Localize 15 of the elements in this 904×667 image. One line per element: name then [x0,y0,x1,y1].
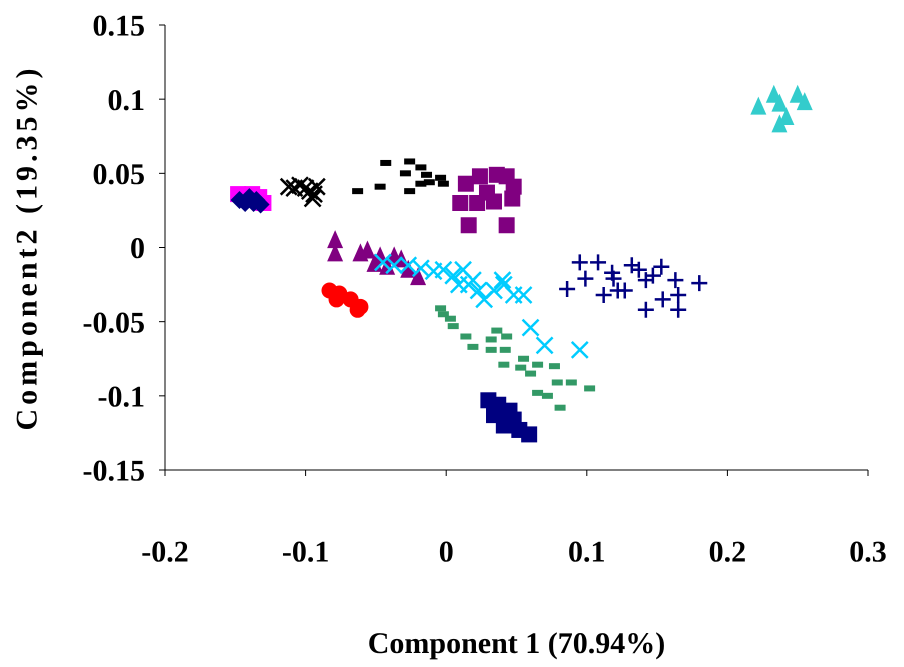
x-tick-label: 0.1 [568,535,606,568]
x-tick-label: 0.2 [708,535,746,568]
y-axis-title: Component2 (19.35%) [10,64,44,430]
x-tick-label: 0 [438,535,454,568]
y-tick-label: -0.05 [82,306,145,340]
y-tick-label: -0.1 [98,380,145,414]
y-tick-label: 0.05 [92,158,145,191]
y-tick-label: 0 [130,232,145,266]
y-tick-label: -0.15 [82,454,145,488]
y-tick-label: 0.15 [92,10,145,43]
x-tick-label: 0.3 [849,535,887,568]
x-tick-label: -0.1 [282,535,330,568]
y-tick-label: 0.1 [108,84,145,117]
x-tick-label: -0.2 [141,535,189,568]
x-axis-title: Component 1 (70.94%) [368,627,666,660]
